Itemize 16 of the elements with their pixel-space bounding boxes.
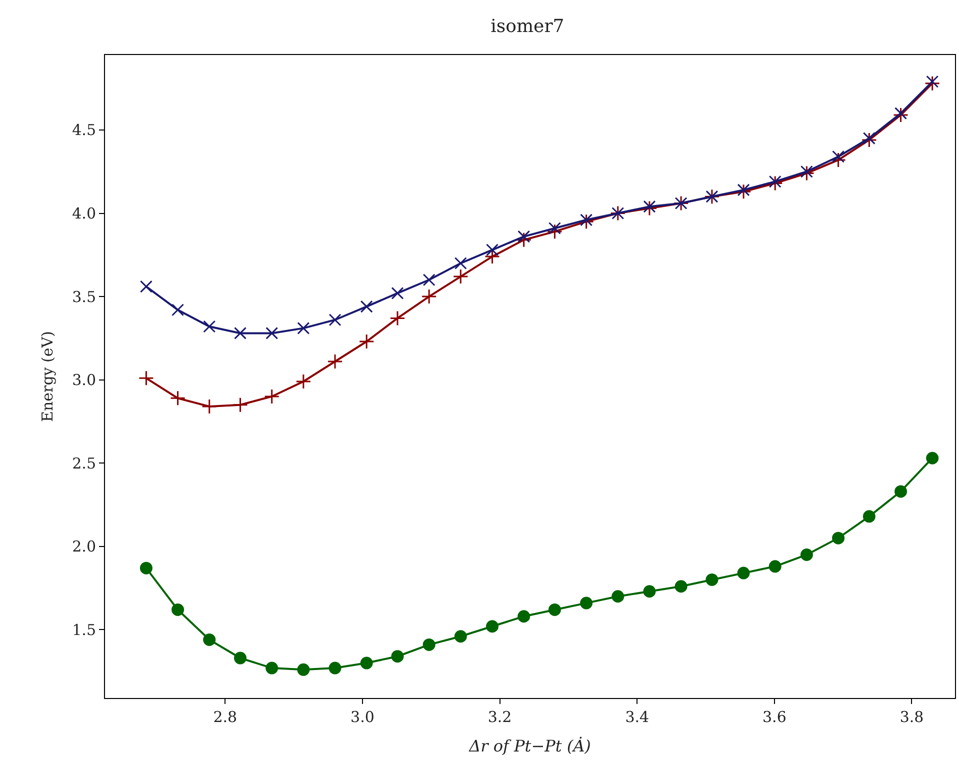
y-tick-label: 3.5	[72, 288, 96, 306]
y-tick-label: 3.0	[72, 371, 96, 390]
x-tick-label: 3.6	[762, 708, 786, 726]
x-axis-title: Δr of Pt−Pt (Ȧ)	[468, 736, 591, 756]
x-tick-label: 3.4	[625, 708, 650, 726]
y-tick-label: 4.0	[72, 204, 96, 222]
x-tick-label: 2.8	[213, 708, 238, 726]
x-tick-label: 3.2	[488, 708, 512, 726]
y-tick-label: 4.5	[72, 121, 96, 140]
chart-title: isomer7	[490, 16, 564, 38]
y-tick-label: 2.0	[72, 538, 96, 556]
x-tick-label: 3.8	[900, 708, 924, 726]
x-tick-label: 3.0	[350, 708, 374, 726]
y-axis-title: Energy (eV)	[38, 331, 56, 422]
y-tick-label: 1.5	[72, 620, 96, 639]
y-tick-label: 2.5	[72, 454, 96, 472]
